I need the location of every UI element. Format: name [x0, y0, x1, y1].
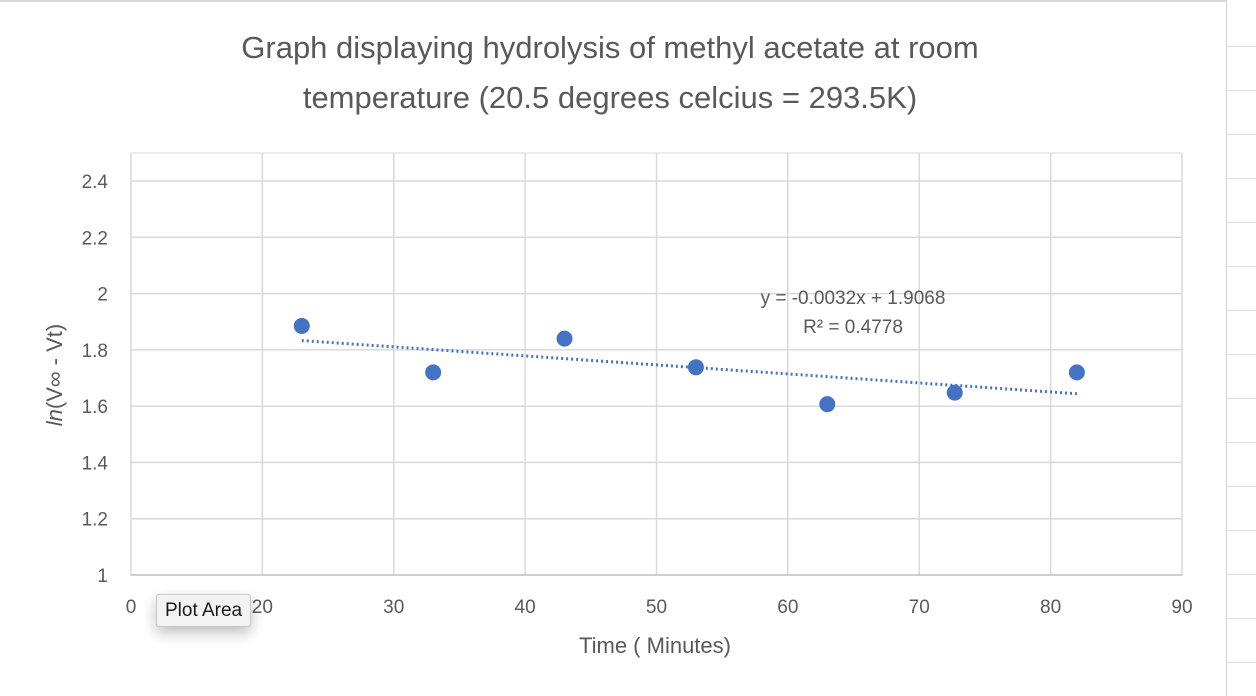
y-axis-title-rest: (V∞ - Vt): [42, 324, 67, 409]
x-tick-label: 40: [515, 597, 536, 618]
tick-labels: 1 1.2 1.4 1.6 1.8 2 2.2 2.4 20 30 40 50 60 70 80 90 0: [82, 172, 1193, 618]
x-tick-label: 90: [1171, 597, 1192, 618]
y-tick-label: 2.2: [82, 228, 108, 249]
sheet-row-line: [1227, 530, 1256, 531]
y-tick-label: 1.8: [82, 341, 108, 362]
y-tick-label: 2: [97, 285, 108, 306]
y-tick-label: 1.2: [82, 510, 108, 531]
y-tick-label: 1.6: [82, 397, 108, 418]
x-tick-label: 80: [1040, 597, 1061, 618]
x-origin-label: 0: [126, 597, 137, 618]
y-axis-title-italic: ln: [42, 409, 67, 426]
sheet-row-line: [1227, 90, 1256, 91]
data-point[interactable]: [293, 317, 310, 334]
sheet-row-line: [1227, 266, 1256, 267]
scatter-chart[interactable]: 1 1.2 1.4 1.6 1.8 2 2.2 2.4 20 30 40 50 60 70 80 90 0 Gr…: [0, 0, 1226, 696]
data-point[interactable]: [687, 359, 704, 376]
sheet-row-line: [1227, 46, 1256, 47]
x-tick-label: 70: [909, 597, 930, 618]
x-tick-label: 60: [777, 597, 798, 618]
chart-title-line-1[interactable]: Graph displaying hydrolysis of methyl ac…: [241, 30, 978, 65]
sheet-row-line: [1227, 574, 1256, 575]
data-point[interactable]: [425, 364, 442, 381]
x-tick-label: 50: [646, 597, 667, 618]
x-tick-label: 20: [252, 597, 273, 618]
sheet-row-line: [1227, 134, 1256, 135]
data-point[interactable]: [819, 396, 836, 413]
sheet-row-line: [1227, 354, 1256, 355]
sheet-row-line: [1227, 486, 1256, 487]
sheet-row-line: [1227, 178, 1256, 179]
data-points[interactable]: [293, 317, 1085, 413]
x-tick-label: 30: [383, 597, 404, 618]
chart-title-line-2[interactable]: temperature (20.5 degrees celcius = 293.…: [303, 80, 917, 115]
y-tick-label: 1.4: [82, 453, 109, 474]
gridlines: [130, 152, 1183, 576]
data-point[interactable]: [556, 330, 573, 347]
trendline-r-squared[interactable]: R² = 0.4778: [803, 317, 903, 338]
y-tick-label: 2.4: [82, 172, 109, 193]
sheet-row-line: [1227, 442, 1256, 443]
sheet-row-line: [1227, 222, 1256, 223]
sheet-row-line: [1227, 618, 1256, 619]
x-axis-title[interactable]: Time ( Minutes): [579, 633, 731, 658]
y-tick-label: 1: [97, 566, 108, 587]
data-point[interactable]: [1068, 364, 1085, 381]
trendline-equation[interactable]: y = -0.0032x + 1.9068: [761, 288, 946, 309]
sheet-gridline-strip: [1226, 0, 1256, 696]
data-point[interactable]: [946, 384, 963, 401]
tooltip-label: Plot Area: [165, 600, 243, 621]
y-axis-title[interactable]: ln(V∞ - Vt): [42, 324, 67, 426]
sheet-row-line: [1227, 310, 1256, 311]
plot-area-tooltip: Plot Area: [156, 594, 252, 627]
sheet-row-line: [1227, 662, 1256, 663]
sheet-row-line: [1227, 398, 1256, 399]
window-top-border: [0, 0, 1256, 2]
